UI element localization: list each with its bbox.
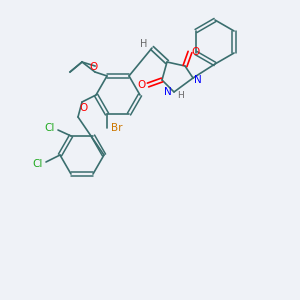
Text: O: O xyxy=(138,80,146,90)
Text: H: H xyxy=(177,91,183,100)
Text: Cl: Cl xyxy=(45,123,55,133)
Text: H: H xyxy=(140,39,148,49)
Text: O: O xyxy=(192,47,200,57)
Text: Br: Br xyxy=(111,123,123,133)
Text: O: O xyxy=(80,103,88,113)
Text: O: O xyxy=(90,62,98,72)
Text: Cl: Cl xyxy=(33,159,43,169)
Text: N: N xyxy=(194,75,202,85)
Text: N: N xyxy=(164,87,172,97)
